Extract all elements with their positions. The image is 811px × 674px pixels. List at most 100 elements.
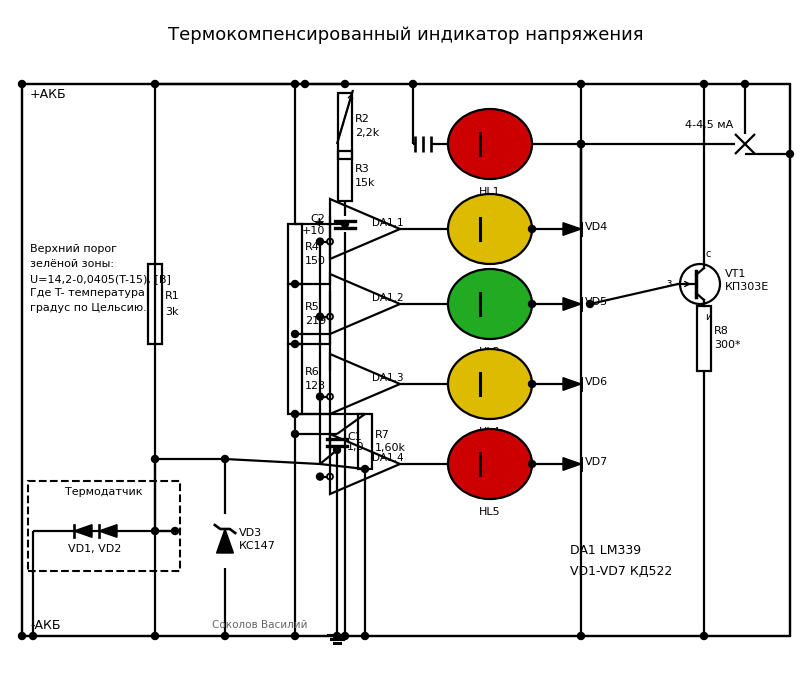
Circle shape	[409, 80, 416, 88]
Circle shape	[291, 340, 298, 348]
Circle shape	[577, 140, 584, 148]
Circle shape	[171, 528, 178, 534]
Text: HL3: HL3	[478, 347, 500, 357]
Text: HL1: HL1	[478, 187, 500, 197]
Bar	[288, 284, 302, 344]
Circle shape	[19, 80, 25, 88]
Text: R1: R1	[165, 291, 179, 301]
Circle shape	[291, 280, 298, 288]
Bar	[22, 84, 789, 636]
Circle shape	[301, 80, 308, 88]
Bar	[288, 344, 302, 414]
Circle shape	[341, 220, 348, 228]
Text: Соколов Василий: Соколов Василий	[212, 620, 307, 630]
Circle shape	[291, 80, 298, 88]
Text: с: с	[705, 249, 710, 259]
Text: DA1.3: DA1.3	[371, 373, 403, 383]
Circle shape	[586, 301, 593, 307]
Bar	[148, 264, 162, 344]
Text: 2,2k: 2,2k	[354, 128, 379, 138]
Text: -АКБ: -АКБ	[30, 619, 61, 632]
Text: Верхний порог
зелёной зоны:
U=14,2-0,0405(T-15), [В]
Где T- температура
градус п: Верхний порог зелёной зоны: U=14,2-0,040…	[30, 244, 170, 313]
Text: 15k: 15k	[354, 178, 375, 188]
Circle shape	[333, 446, 340, 454]
Polygon shape	[99, 524, 117, 537]
Circle shape	[528, 226, 534, 233]
Circle shape	[316, 238, 323, 245]
Text: R8: R8	[713, 326, 728, 336]
Text: R2: R2	[354, 114, 370, 124]
Text: з: з	[666, 278, 672, 288]
Polygon shape	[562, 458, 581, 470]
Ellipse shape	[448, 429, 531, 499]
Text: 150: 150	[305, 256, 325, 266]
Circle shape	[291, 410, 298, 417]
Circle shape	[152, 632, 158, 640]
Bar	[337, 93, 351, 159]
Text: VD6: VD6	[584, 377, 607, 387]
Text: 3k: 3k	[165, 307, 178, 317]
Circle shape	[152, 528, 158, 534]
Text: +: +	[313, 216, 324, 230]
Circle shape	[291, 632, 298, 640]
Text: 123: 123	[305, 381, 326, 391]
Bar	[337, 151, 351, 201]
Text: VD5: VD5	[584, 297, 607, 307]
Circle shape	[152, 80, 158, 88]
Circle shape	[700, 80, 706, 88]
Text: R5: R5	[305, 302, 320, 312]
Text: HL4: HL4	[478, 427, 500, 437]
Text: VD7: VD7	[584, 457, 607, 467]
Polygon shape	[562, 222, 581, 235]
Circle shape	[316, 393, 323, 400]
Circle shape	[361, 466, 368, 472]
Text: КС147: КС147	[238, 541, 276, 551]
Ellipse shape	[448, 194, 531, 264]
Text: R4: R4	[305, 242, 320, 252]
Bar	[28, 481, 180, 571]
Circle shape	[221, 632, 228, 640]
Text: VD4: VD4	[584, 222, 607, 232]
Circle shape	[528, 301, 534, 307]
Text: R3: R3	[354, 164, 369, 174]
Ellipse shape	[448, 269, 531, 339]
Text: 1,0: 1,0	[346, 442, 364, 452]
Bar	[696, 306, 710, 371]
Circle shape	[740, 80, 748, 88]
Circle shape	[291, 330, 298, 338]
Circle shape	[341, 632, 348, 640]
Text: C1: C1	[346, 432, 362, 442]
Text: 1,60k: 1,60k	[375, 443, 406, 454]
Text: HL5: HL5	[478, 507, 500, 517]
Text: Термодатчик: Термодатчик	[65, 487, 143, 497]
Polygon shape	[217, 529, 233, 553]
Circle shape	[152, 456, 158, 462]
Text: VD1, VD2: VD1, VD2	[68, 544, 122, 554]
Circle shape	[577, 632, 584, 640]
Circle shape	[333, 632, 340, 640]
Text: DA1 LM339
VD1-VD7 КД522: DA1 LM339 VD1-VD7 КД522	[569, 544, 672, 578]
Circle shape	[316, 473, 323, 480]
Text: и: и	[704, 312, 710, 322]
Bar	[288, 224, 302, 284]
Ellipse shape	[448, 349, 531, 419]
Text: DA1.2: DA1.2	[371, 293, 403, 303]
Circle shape	[577, 80, 584, 88]
Text: VD3: VD3	[238, 528, 262, 538]
Text: R6: R6	[305, 367, 320, 377]
Circle shape	[341, 80, 348, 88]
Polygon shape	[562, 377, 581, 390]
Text: R7: R7	[375, 429, 389, 439]
Circle shape	[700, 632, 706, 640]
Circle shape	[221, 456, 228, 462]
Circle shape	[577, 140, 584, 148]
Text: 300*: 300*	[713, 340, 740, 350]
Text: Термокомпенсированный индикатор напряжения: Термокомпенсированный индикатор напряжен…	[168, 26, 643, 44]
Circle shape	[786, 150, 792, 158]
Circle shape	[291, 431, 298, 437]
Text: DA1.4: DA1.4	[371, 453, 403, 463]
Ellipse shape	[448, 109, 531, 179]
Bar	[358, 414, 371, 469]
Text: C2: C2	[310, 214, 324, 224]
Text: КП303Е: КП303Е	[724, 282, 768, 292]
